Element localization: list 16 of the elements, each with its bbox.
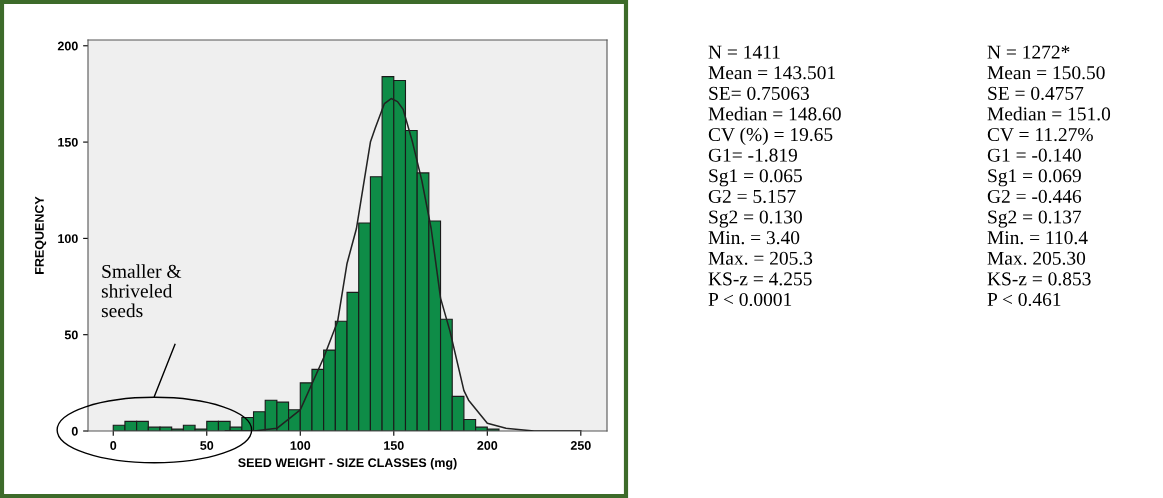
x-tick-label: 100 [290,441,311,450]
x-tick-label: 0 [110,441,117,450]
y-tick-label: 0 [71,426,78,436]
y-tick-label: 100 [58,234,78,244]
x-tick-label: 150 [384,441,404,450]
x-axis-title: SEED WEIGHT - SIZE CLASSES (mg) [238,457,457,470]
text: N = 1411 Mean = 143.501 SE= 0.75063 Median = 148.60 CV (%) = 19.65 G1= -1.819 Sg1 = 0.065 G2 = 5.157 Sg2 = 0.130 Min. = 3.40 Max. = 205.3 KS-z = 4.255 P < 0.0001 [708,45,841,307]
y-tick-label: 150 [58,137,78,147]
x-tick-label: 50 [200,441,214,450]
y-tick-label: 200 [57,41,78,51]
text: N = 1272* Mean = 150.50 SE = 0.4757 Median = 151.0 CV = 11.27% G1 = -0.140 Sg1 = 0.069 G2 = -0.446 Sg2 = 0.137 Min. = 110.4 Max. 205.30 KS-z = 0.853 P < 0.461 [987,45,1111,307]
y-axis-title: FREQUENCY [34,196,47,274]
x-tick-label: 250 [570,441,591,450]
annotation: Smaller & shriveled seeds [101,264,182,318]
x-tick-label: 200 [477,441,498,450]
y-tick-label: 50 [64,330,78,340]
